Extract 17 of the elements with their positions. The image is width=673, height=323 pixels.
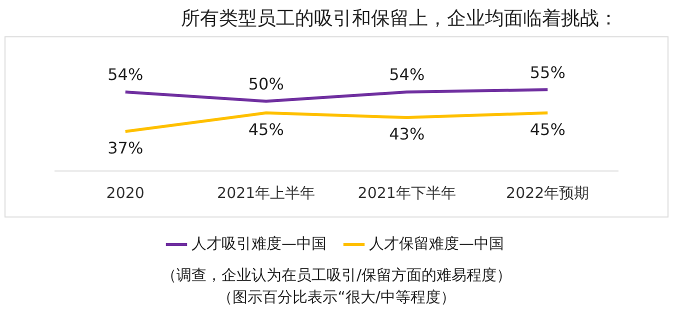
legend-label: 人才保留难度—中国 [369,234,504,252]
x-tick-label: 2021年上半年 [217,184,316,202]
legend-label: 人才吸引难度—中国 [192,234,326,252]
data-label: 45% [530,120,566,140]
text: （图示百分比表示“很大/中等程度） [216,287,456,308]
data-label: 54% [108,65,144,84]
data-label: 55% [530,62,566,82]
data-label: 43% [389,124,425,144]
x-tick-label: 2022年预期 [506,184,590,202]
data-label: 50% [248,74,284,94]
data-label: 45% [248,120,284,140]
chart-title: 所有类型员工的吸引和保留上，企业均面临着挑战： [181,7,618,30]
data-label: 37% [108,138,144,158]
x-tick-label: 2020 [106,184,144,202]
data-label: 54% [389,65,425,84]
text: （调查，企业认为在员工吸引/保留方面的难易程度） [160,265,513,286]
x-tick-label: 2021年下半年 [358,184,456,202]
